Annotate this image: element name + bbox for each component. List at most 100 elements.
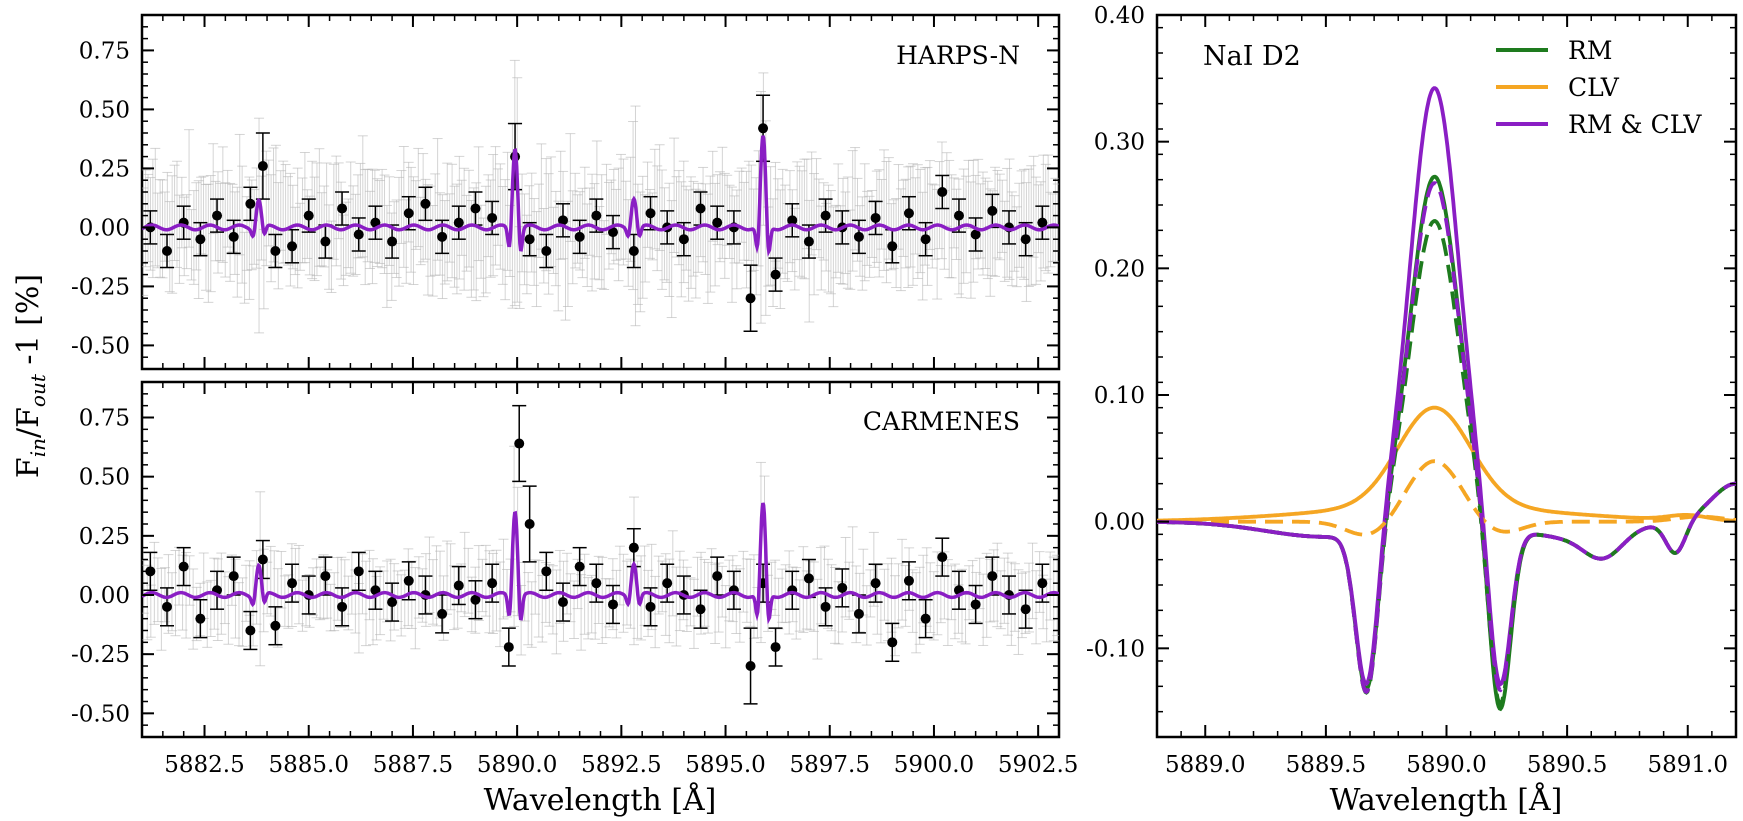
binned-point [712, 217, 723, 228]
binned-point [903, 208, 914, 219]
binned-point [1037, 578, 1048, 589]
binned-point [557, 597, 568, 608]
carmenes-model-line [142, 502, 1059, 625]
binned-point [437, 231, 448, 242]
ytick-label: 0.00 [79, 215, 130, 241]
binned-point [178, 561, 189, 572]
binned-point [287, 578, 298, 589]
model-curve [142, 135, 1059, 257]
ytick-label: 0.25 [79, 156, 130, 182]
xtick-label: 5897.5 [790, 752, 870, 778]
model-dashed-curve [1157, 459, 1736, 537]
binned-point [228, 231, 239, 242]
xtick-label: 5885.0 [268, 752, 348, 778]
ytick-label: 0.75 [79, 406, 130, 432]
binned-point [162, 246, 173, 256]
binned-point [803, 573, 814, 584]
carmenes-binned-points [143, 404, 1050, 705]
binned-point [903, 575, 914, 586]
binned-point [574, 561, 585, 572]
ytick-label: -0.50 [71, 333, 130, 359]
binned-point [420, 198, 431, 209]
legend-entry: RM & CLV [1568, 110, 1702, 139]
ytick-label: 0.75 [79, 38, 130, 64]
harpsn-label: HARPS-N [896, 41, 1020, 70]
binned-point [337, 601, 348, 612]
ytick-label: 0.00 [79, 583, 130, 609]
xtick-label: 5890.5 [1527, 752, 1607, 778]
left-xlabel: Wavelength [Å] [484, 782, 717, 818]
binned-point [453, 217, 464, 228]
binned-point [920, 234, 931, 245]
binned-point [645, 601, 656, 612]
binned-point [1037, 217, 1048, 228]
rmclv-solid-curve [1157, 86, 1736, 687]
binned-point [403, 208, 414, 219]
binned-point [837, 582, 848, 593]
binned-point [387, 236, 398, 247]
ytick-label: -0.25 [71, 274, 130, 300]
binned-point [628, 542, 639, 553]
binned-point [387, 597, 398, 608]
binned-point [662, 578, 673, 589]
nai-label: NaI D2 [1203, 41, 1301, 72]
xtick-label: 5890.0 [477, 752, 557, 778]
xtick-label: 5902.5 [998, 752, 1078, 778]
carmenes-label: CARMENES [863, 407, 1020, 436]
binned-point [745, 293, 756, 304]
binned-point [557, 215, 568, 226]
xtick-label: 5889.0 [1165, 752, 1245, 778]
binned-point [487, 578, 498, 589]
xtick-label: 5895.0 [685, 752, 765, 778]
binned-point [514, 438, 525, 449]
rm-solid-curve [1157, 174, 1736, 712]
binned-point [524, 234, 535, 245]
binned-point [820, 601, 831, 612]
ytick-label: 0.25 [79, 524, 130, 550]
binned-point [195, 234, 206, 245]
model-curve [142, 502, 1059, 625]
binned-point [887, 637, 898, 648]
binned-point [437, 608, 448, 619]
binned-point [257, 161, 268, 172]
binned-point [270, 620, 281, 631]
clv-solid-curve [1157, 405, 1736, 523]
binned-point [320, 236, 331, 247]
binned-point [608, 599, 619, 610]
nai-axis-ticks: -0.10 0.00 0.10 0.20 0.30 0.40 5889.0 5889.5 589… [1086, 3, 1736, 778]
binned-point [270, 246, 281, 256]
binned-point [870, 212, 881, 223]
binned-point [524, 519, 535, 529]
binned-point [853, 608, 864, 619]
model-dashed-curve [1157, 219, 1736, 706]
ytick-label: 0.50 [79, 465, 130, 491]
nai-legend: RM CLV RM & CLV [1496, 36, 1702, 139]
binned-point [212, 210, 223, 221]
harpsn-panel: -0.50 -0.25 0.00 0.25 0.50 0.75 HARPS-N [71, 13, 1061, 371]
binned-point [337, 203, 348, 214]
nai-model-curves [1157, 86, 1736, 712]
legend-entry: RM [1568, 36, 1612, 65]
ytick-label: -0.25 [71, 642, 130, 668]
binned-point [970, 229, 981, 240]
binned-point [470, 594, 481, 605]
binned-point [628, 246, 639, 256]
binned-point [758, 123, 769, 134]
binned-point [591, 210, 602, 221]
binned-point [770, 269, 781, 280]
harpsn-axis-ticks: -0.50 -0.25 0.00 0.25 0.50 0.75 [71, 15, 1060, 370]
carmenes-axis-ticks: -0.50 -0.25 0.00 0.25 0.50 0.75 5882.5 5885.0 58… [71, 382, 1078, 778]
binned-point [353, 566, 364, 577]
model-dashed-curve [1157, 181, 1736, 695]
ytick-label: 0.50 [79, 97, 130, 123]
carmenes-raw-errorbars [142, 445, 1059, 667]
harpsn-model-line [142, 135, 1059, 257]
harpsn-raw-errorbars [142, 59, 1059, 334]
ytick-label: 0.00 [1094, 510, 1145, 536]
xtick-label: 5882.5 [164, 752, 244, 778]
binned-point [320, 571, 331, 582]
binned-point [287, 241, 298, 252]
binned-point [1020, 234, 1031, 245]
ytick-label: 0.30 [1094, 130, 1145, 156]
